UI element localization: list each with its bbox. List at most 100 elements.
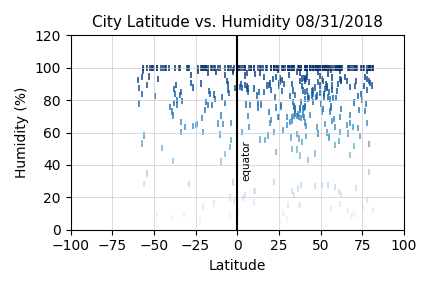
Point <box>195 69 202 73</box>
Point <box>238 86 245 90</box>
Point <box>182 125 189 129</box>
Point <box>336 130 343 134</box>
Point <box>294 65 301 70</box>
Point <box>343 123 350 128</box>
Point <box>289 118 295 123</box>
Point <box>322 82 329 86</box>
Point <box>364 65 371 70</box>
Point <box>297 78 304 83</box>
Point <box>331 184 338 189</box>
Point <box>299 83 306 88</box>
Point <box>310 92 317 96</box>
Point <box>245 114 251 118</box>
Point <box>319 65 326 70</box>
Point <box>210 92 217 97</box>
Point <box>337 191 344 196</box>
Point <box>326 65 333 70</box>
Point <box>207 65 214 70</box>
Point <box>277 75 284 80</box>
Point <box>250 65 257 70</box>
Point <box>318 77 325 81</box>
Point <box>367 65 374 70</box>
Point <box>337 65 344 70</box>
Point <box>326 96 333 101</box>
Point <box>230 199 237 204</box>
Point <box>327 105 334 110</box>
Point <box>347 152 354 157</box>
Point <box>285 65 292 70</box>
Point <box>203 100 210 105</box>
Point <box>290 105 297 109</box>
Point <box>144 171 151 176</box>
Point <box>302 120 308 125</box>
Point <box>369 208 376 212</box>
Point <box>325 136 332 140</box>
Point <box>313 65 320 70</box>
Point <box>338 65 345 70</box>
Point <box>326 109 333 114</box>
Point <box>364 77 371 82</box>
Point <box>356 134 363 138</box>
Point <box>344 131 351 136</box>
Point <box>270 129 277 134</box>
Point <box>302 90 309 94</box>
Point <box>329 119 336 124</box>
Point <box>143 65 150 70</box>
Point <box>301 75 308 80</box>
Point <box>270 65 277 70</box>
Point <box>241 73 248 78</box>
Point <box>267 65 274 70</box>
Point <box>299 112 306 117</box>
Point <box>365 170 372 175</box>
Point <box>353 79 360 84</box>
Point <box>234 65 241 70</box>
Point <box>366 141 373 146</box>
Point <box>318 65 325 70</box>
Point <box>176 65 183 70</box>
Point <box>240 196 247 200</box>
Point <box>251 86 258 91</box>
Point <box>303 75 310 80</box>
Point <box>294 114 301 119</box>
Point <box>199 65 206 70</box>
Point <box>235 65 242 70</box>
Point <box>291 103 298 108</box>
Point <box>290 65 297 70</box>
Point <box>248 65 254 70</box>
Point <box>284 123 291 128</box>
Point <box>329 75 336 80</box>
Point <box>293 132 300 136</box>
Point <box>313 65 320 70</box>
Point <box>338 65 345 70</box>
Point <box>352 65 359 70</box>
Point <box>226 213 233 218</box>
Point <box>359 205 366 210</box>
Point <box>151 94 158 98</box>
Point <box>306 65 313 70</box>
Point <box>303 123 310 128</box>
Point <box>172 65 179 70</box>
Point <box>366 65 373 70</box>
Point <box>345 208 352 213</box>
Point <box>286 94 293 98</box>
Point <box>222 73 229 77</box>
Point <box>304 65 311 70</box>
Point <box>146 65 153 70</box>
Point <box>279 65 286 70</box>
Point <box>310 88 317 92</box>
Point <box>359 65 366 70</box>
Point <box>332 124 339 129</box>
Point <box>297 106 304 110</box>
Point <box>251 200 257 205</box>
Point <box>140 65 147 70</box>
Point <box>335 65 342 70</box>
Point <box>296 153 303 158</box>
Point <box>271 180 278 185</box>
Point <box>170 86 177 91</box>
Point <box>328 65 335 70</box>
Point <box>280 82 287 87</box>
Point <box>321 65 328 70</box>
Point <box>178 130 185 134</box>
Point <box>334 65 341 70</box>
Point <box>226 145 233 149</box>
